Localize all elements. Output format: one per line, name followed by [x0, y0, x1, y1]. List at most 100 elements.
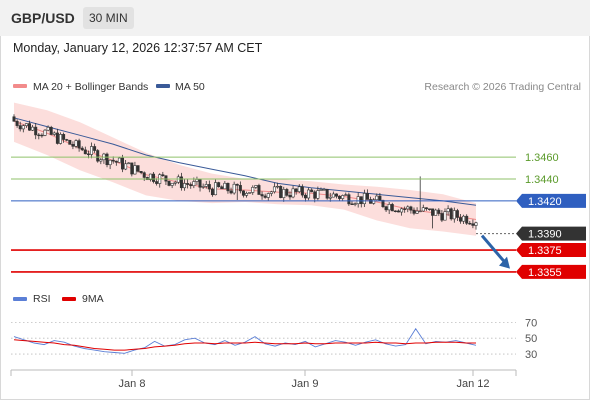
candle: [291, 185, 295, 199]
legend-swatch-9ma: [62, 297, 76, 301]
candle: [303, 193, 307, 202]
candle: [455, 208, 459, 221]
candle-body: [390, 204, 394, 212]
candle: [449, 207, 453, 221]
candle: [148, 173, 152, 182]
price-area: [12, 102, 478, 236]
candle-body: [378, 195, 382, 201]
candle: [328, 192, 332, 202]
candle: [80, 146, 84, 152]
legend-swatch-ma20: [13, 84, 27, 88]
candle: [338, 195, 342, 201]
candle-body: [313, 191, 317, 199]
candle-body: [37, 134, 41, 137]
x-tick-label: Jan 12: [456, 378, 489, 390]
candle-body: [217, 182, 221, 188]
candle-body: [381, 199, 385, 207]
candle-body: [421, 207, 425, 212]
candle: [415, 207, 419, 214]
candle-body: [220, 186, 224, 190]
candle-body: [133, 165, 137, 175]
candle: [83, 146, 87, 155]
candle-body: [319, 189, 323, 191]
candle-body: [18, 125, 22, 130]
pivot-tag: [516, 193, 586, 208]
x-tick-label: Jan 9: [292, 378, 319, 390]
candle-body: [406, 206, 410, 210]
candle-body: [468, 222, 472, 225]
candle: [105, 152, 109, 168]
candle-body: [288, 195, 292, 198]
candle-body: [263, 195, 267, 198]
candle: [68, 139, 72, 145]
support-label: 1.3355: [528, 267, 562, 279]
candle-body: [269, 191, 273, 194]
candle: [24, 123, 28, 128]
rsi-tick-label: 30: [525, 349, 537, 361]
candle: [96, 149, 100, 163]
candle-body: [71, 144, 75, 147]
resistance-label: 1.3460: [525, 152, 559, 164]
candle: [238, 181, 242, 194]
candle: [114, 160, 118, 166]
candle-body: [235, 183, 239, 186]
candle-body: [245, 193, 249, 196]
timeframe-button[interactable]: 30 MIN: [83, 7, 134, 29]
rsi-tick-label: 50: [525, 333, 537, 345]
candle-body: [43, 129, 47, 136]
candle: [316, 186, 320, 201]
pivot-label: 1.3420: [528, 196, 562, 208]
candle: [260, 191, 264, 200]
candle: [254, 184, 258, 190]
candle: [245, 191, 249, 198]
candle: [421, 204, 425, 212]
candle: [440, 210, 444, 223]
candle: [18, 121, 22, 132]
candle-body: [260, 194, 264, 197]
candle: [474, 221, 478, 230]
support-label: 1.3375: [528, 245, 562, 257]
candle: [390, 202, 394, 212]
candle-body: [62, 134, 66, 140]
rsi-line: [13, 327, 477, 354]
legend-swatch-ma50: [156, 84, 170, 88]
candle: [31, 124, 35, 132]
support-tag: [516, 243, 586, 258]
candle-body: [365, 193, 369, 200]
candle-body: [266, 193, 270, 198]
price-levels: 1.3460 1.3440 1.3420 1.3390 1.3375 1.3355: [11, 152, 586, 279]
candle: [468, 220, 472, 225]
candle-body: [201, 186, 205, 188]
candle-body: [465, 215, 469, 224]
candle-body: [303, 194, 307, 199]
candle: [396, 209, 400, 213]
candle: [471, 219, 475, 229]
candle: [356, 192, 360, 208]
candle-body: [362, 193, 366, 205]
candle: [406, 205, 410, 213]
candle-body: [179, 176, 183, 189]
candle-body: [214, 182, 218, 196]
candle-body: [248, 192, 252, 194]
candle: [40, 133, 44, 138]
candle-body: [80, 147, 84, 151]
candle: [427, 208, 431, 211]
candle-body: [257, 185, 261, 195]
price-level: 1.3390: [476, 226, 586, 241]
candle: [99, 158, 103, 165]
candle-body: [440, 213, 444, 221]
candle-body: [74, 140, 78, 147]
candle: [437, 208, 441, 216]
candle-body: [427, 208, 431, 210]
candle-body: [170, 182, 174, 186]
candle: [322, 187, 326, 191]
candle-body: [130, 162, 134, 175]
rsi-area: 70 50 30: [11, 317, 537, 361]
candle-body: [393, 210, 397, 212]
candle: [409, 205, 413, 214]
candle: [375, 193, 379, 201]
candle-body: [77, 140, 81, 149]
candle: [77, 138, 81, 152]
candle-body: [300, 186, 304, 196]
candle: [204, 181, 208, 189]
